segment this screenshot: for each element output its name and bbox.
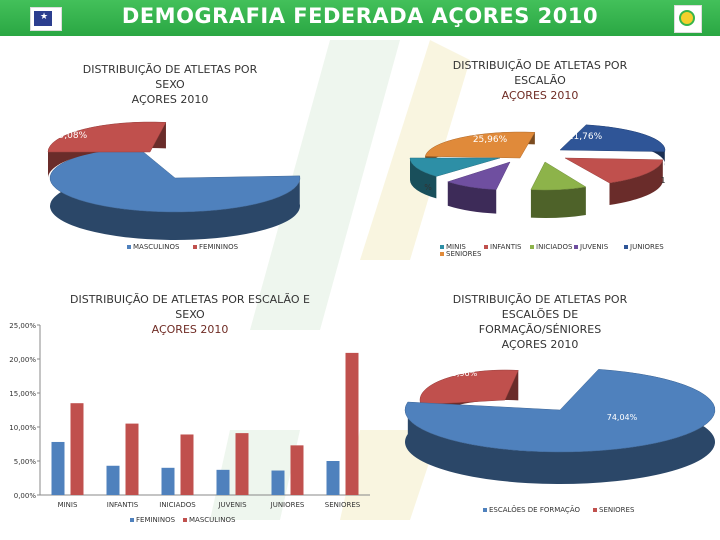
bar-femininos-juvenis bbox=[216, 469, 230, 495]
bar-ytick-0: 0,00% bbox=[14, 492, 37, 500]
svg-text:MINIS: MINIS bbox=[446, 243, 466, 251]
bar-xtick-0: MINIS bbox=[58, 501, 78, 509]
pie2-legend-juniores: JUNIORES bbox=[624, 243, 664, 251]
svg-text:MASCULINOS: MASCULINOS bbox=[133, 243, 180, 251]
pie2-label-minis-partial: % bbox=[424, 183, 432, 192]
pie2-slice-seniores bbox=[424, 131, 536, 169]
regional-flag-logo: ★ bbox=[30, 7, 62, 31]
page-title: DEMOGRAFIA FEDERADA AÇORES 2010 bbox=[121, 4, 599, 28]
svg-text:FEMININOS: FEMININOS bbox=[199, 243, 239, 251]
bar-xtick-2: INICIADOS bbox=[159, 501, 196, 509]
svg-text:MASCULINOS: MASCULINOS bbox=[189, 516, 236, 524]
bar-femininos-infantis bbox=[106, 465, 120, 495]
bar-ytick-1: 5,00% bbox=[14, 458, 37, 466]
bar-ytick-3: 15,00% bbox=[9, 390, 36, 398]
federation-logo-icon bbox=[674, 5, 702, 33]
chart1-title: DISTRIBUIÇÃO DE ATLETAS POR SEXO AÇORES 20… bbox=[82, 63, 258, 106]
svg-text:SENIORES: SENIORES bbox=[446, 250, 482, 258]
pie2-slice-iniciados bbox=[530, 161, 587, 219]
pie4-slice-formacao bbox=[404, 369, 716, 485]
pie2-slice-infantis bbox=[564, 157, 664, 205]
bar-masculinos-infantis bbox=[125, 423, 139, 495]
bar-femininos-juniores bbox=[271, 470, 285, 495]
svg-text:SENIORES: SENIORES bbox=[599, 506, 635, 514]
chart2-title: DISTRIBUIÇÃO DE ATLETAS POR ESCALÃO AÇORES… bbox=[452, 59, 628, 102]
header-bar: ★ DEMOGRAFIA FEDERADA AÇORES 2010 bbox=[0, 0, 720, 36]
pie4-label-formacao: 74,04% bbox=[607, 413, 638, 422]
bar-xtick-3: JUVENIS bbox=[217, 501, 247, 509]
bar-ytick-5: 25,00% bbox=[9, 322, 36, 330]
bar-femininos-seniores bbox=[326, 461, 340, 495]
pie1-slice-masculinos bbox=[49, 145, 301, 240]
bar-masculinos-seniores bbox=[345, 352, 359, 495]
pie2-label-seniores: 25,96% bbox=[473, 135, 508, 145]
bar-xtick-4: JUNIORES bbox=[270, 501, 305, 509]
pie2-legend-iniciados: INICIADOS bbox=[530, 243, 573, 251]
bar-ytick-4: 20,00% bbox=[9, 356, 36, 364]
bar-masculinos-iniciados bbox=[180, 434, 194, 495]
bar-femininos-minis bbox=[51, 441, 65, 495]
pie2-label-infantis-partial: 1 bbox=[660, 176, 665, 185]
bar-legend-femininos: FEMININOS bbox=[130, 516, 176, 524]
pie2-legend-infantis: INFANTIS bbox=[484, 243, 522, 251]
bar-masculinos-minis bbox=[70, 403, 84, 495]
bar-ytick-2: 10,00% bbox=[9, 424, 36, 432]
svg-text:INFANTIS: INFANTIS bbox=[490, 243, 522, 251]
bar-masculinos-juniores bbox=[290, 445, 304, 495]
chart3-title: DISTRIBUIÇÃO DE ATLETAS POR ESCALÃO E SE… bbox=[70, 293, 310, 336]
svg-text:JUVENIS: JUVENIS bbox=[579, 243, 609, 251]
pie2-slice-juvenis bbox=[446, 161, 511, 214]
pie2-slice-minis bbox=[409, 157, 501, 199]
pie4-label-seniores: 25,96% bbox=[447, 369, 478, 378]
pie4-legend-seniores: SENIORES bbox=[593, 506, 635, 514]
pie2-legend-juvenis: JUVENIS bbox=[574, 243, 609, 251]
chart4-title: DISTRIBUIÇÃO DE ATLETAS POR ESCALÕES DE F… bbox=[452, 293, 628, 351]
svg-text:FEMININOS: FEMININOS bbox=[136, 516, 176, 524]
bar-legend-masculinos: MASCULINOS bbox=[183, 516, 236, 524]
pie1-legend-femininos: FEMININOS bbox=[193, 243, 239, 251]
svg-text:INICIADOS: INICIADOS bbox=[536, 243, 573, 251]
svg-text:ESCALÕES DE FORMAÇÃO: ESCALÕES DE FORMAÇÃO bbox=[489, 505, 580, 514]
pie2-slice-juniores bbox=[559, 124, 666, 166]
pie2-legend-seniores: SENIORES bbox=[440, 250, 482, 258]
svg-text:JUNIORES: JUNIORES bbox=[629, 243, 664, 251]
pie2-label-juniores: 21,76% bbox=[568, 132, 603, 142]
pie1-slice-femininos bbox=[47, 121, 167, 178]
pie1-label-femininos: 29,08% bbox=[53, 131, 88, 141]
bar-xtick-5: SENIORES bbox=[325, 501, 361, 509]
pie1-legend-masculinos: MASCULINOS bbox=[127, 243, 180, 251]
pie2-legend-minis: MINIS bbox=[440, 243, 466, 251]
pie4-legend-formacao: ESCALÕES DE FORMAÇÃO bbox=[483, 505, 580, 514]
pie1-label-masculinos: 70,92% bbox=[211, 163, 246, 173]
bar-masculinos-juvenis bbox=[235, 433, 249, 495]
pie4-slice-seniores bbox=[419, 369, 519, 435]
bar-xtick-1: INFANTIS bbox=[107, 501, 139, 509]
bar-femininos-iniciados bbox=[161, 467, 175, 495]
